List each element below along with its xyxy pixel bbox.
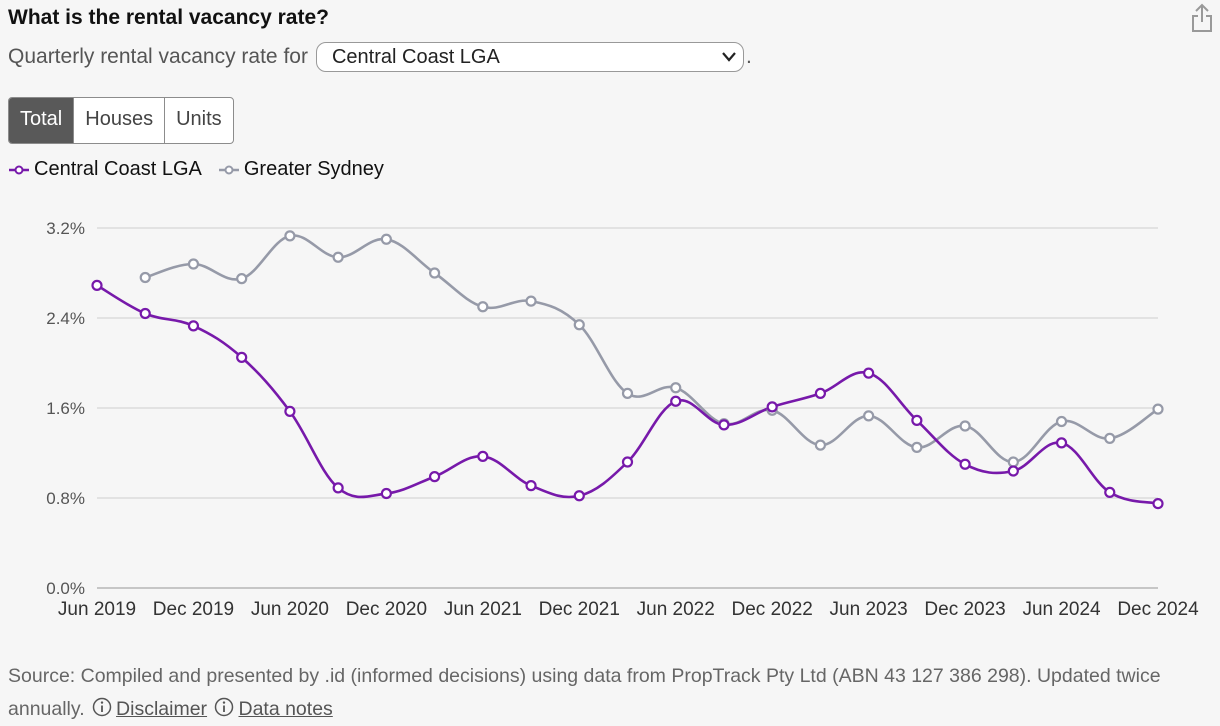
data-point-central-coast-lga[interactable] (959, 458, 971, 470)
share-icon[interactable] (1188, 2, 1216, 34)
data-point-central-coast-lga[interactable] (670, 395, 682, 407)
legend-marker-central-coast (9, 165, 29, 174)
data-point-greater-sydney[interactable] (525, 295, 537, 307)
data-point-greater-sydney[interactable] (814, 439, 827, 451)
source-text: Source: Compiled and presented by .id (i… (8, 665, 1161, 720)
legend-marker-greater-sydney (218, 165, 239, 174)
x-tick-label: Dec 2020 (346, 599, 427, 620)
x-tick-label: Dec 2024 (1117, 599, 1199, 620)
info-icon (92, 697, 112, 717)
data-point-greater-sydney[interactable] (1007, 456, 1019, 468)
series-line-greater-sydney (144, 234, 1159, 464)
data-point-greater-sydney[interactable] (911, 441, 923, 453)
data-point-central-coast-lga[interactable] (380, 487, 392, 500)
dwelling-type-toggle: Total Houses Units (8, 97, 234, 144)
data-point-central-coast-lga[interactable] (428, 471, 441, 483)
data-point-central-coast-lga[interactable] (332, 482, 344, 494)
data-point-greater-sydney[interactable] (959, 420, 971, 432)
x-tick-label: Dec 2023 (924, 599, 1005, 620)
data-point-central-coast-lga[interactable] (911, 414, 923, 426)
page-title: What is the rental vacancy rate? (8, 6, 329, 29)
data-point-greater-sydney[interactable] (236, 273, 248, 285)
data-point-central-coast-lga[interactable] (139, 307, 151, 320)
data-point-greater-sydney[interactable] (1104, 432, 1116, 444)
data-point-greater-sydney[interactable] (573, 319, 585, 331)
x-tick-label: Jun 2024 (1022, 599, 1101, 620)
x-tick-label: Jun 2023 (830, 599, 908, 620)
data-point-greater-sydney[interactable] (621, 387, 634, 399)
data-point-greater-sydney[interactable] (332, 251, 344, 263)
data-point-central-coast-lga[interactable] (1007, 465, 1019, 477)
data-point-greater-sydney[interactable] (1055, 415, 1068, 428)
y-tick-label: 1.6% (46, 399, 85, 418)
data-point-greater-sydney[interactable] (1152, 403, 1164, 415)
data-point-greater-sydney[interactable] (863, 410, 875, 422)
x-tick-label: Jun 2022 (637, 599, 715, 620)
data-point-central-coast-lga[interactable] (525, 480, 537, 492)
y-tick-label: 3.2% (46, 219, 85, 238)
data-point-central-coast-lga[interactable] (1104, 486, 1116, 498)
y-tick-label: 0.0% (46, 579, 85, 598)
toggle-houses[interactable]: Houses (73, 98, 164, 143)
data-point-greater-sydney[interactable] (284, 230, 296, 242)
data-point-central-coast-lga[interactable] (91, 279, 103, 291)
toggle-units[interactable]: Units (164, 98, 233, 143)
data-point-central-coast-lga[interactable] (621, 456, 634, 468)
series-line-central-coast-lga (96, 284, 1159, 505)
area-select-value: Central Coast LGA (331, 46, 500, 68)
legend-item-greater-sydney[interactable]: Greater Sydney (218, 158, 384, 181)
x-tick-label: Dec 2019 (153, 599, 234, 620)
toggle-total[interactable]: Total (9, 98, 74, 143)
info-icon (215, 697, 234, 717)
data-point-central-coast-lga[interactable] (187, 320, 200, 332)
data-point-central-coast-lga[interactable] (718, 419, 730, 431)
data-point-central-coast-lga[interactable] (573, 490, 585, 502)
x-tick-label: Jun 2021 (444, 599, 522, 620)
chart-legend: Central Coast LGA Greater Sydney (8, 158, 400, 181)
y-tick-label: 2.4% (46, 309, 85, 328)
subtitle-prefix: Quarterly rental vacancy rate for (8, 45, 308, 68)
data-point-greater-sydney[interactable] (380, 233, 392, 245)
data-point-central-coast-lga[interactable] (863, 367, 875, 379)
data-point-greater-sydney[interactable] (139, 271, 151, 284)
y-tick-label: 0.8% (46, 489, 85, 508)
disclaimer-link[interactable]: Disclaimer (116, 698, 208, 720)
chart-subtitle: Quarterly rental vacancy rate for Centra… (8, 42, 752, 72)
area-select[interactable]: Central Coast LGA (315, 42, 744, 72)
data-notes-link[interactable]: Data notes (238, 698, 333, 720)
data-point-greater-sydney[interactable] (187, 258, 200, 270)
legend-label-greater-sydney: Greater Sydney (243, 158, 384, 180)
data-point-central-coast-lga[interactable] (1055, 437, 1068, 449)
x-tick-label: Dec 2022 (732, 599, 813, 620)
chevron-down-icon (722, 52, 736, 62)
legend-item-central-coast[interactable]: Central Coast LGA (8, 158, 202, 181)
data-point-central-coast-lga[interactable] (766, 401, 778, 413)
vacancy-rate-chart: 3.2% 2.4% 1.6% 0.8% 0.0% Jun 2019 Dec 2019 Jun… (46, 219, 1199, 620)
x-tick-label: Jun 2019 (58, 599, 136, 620)
source-note: Source: Compiled and presented by .id (i… (8, 660, 1213, 726)
data-point-central-coast-lga[interactable] (1152, 498, 1164, 510)
data-point-central-coast-lga[interactable] (477, 450, 489, 462)
data-point-greater-sydney[interactable] (477, 301, 489, 313)
subtitle-suffix: . (745, 45, 752, 68)
data-point-greater-sydney[interactable] (670, 382, 682, 394)
x-tick-label: Jun 2020 (251, 599, 329, 620)
data-point-central-coast-lga[interactable] (284, 405, 296, 417)
data-point-central-coast-lga[interactable] (814, 387, 827, 399)
data-point-central-coast-lga[interactable] (236, 351, 248, 363)
x-tick-label: Dec 2021 (539, 599, 620, 620)
legend-label-central-coast: Central Coast LGA (34, 158, 202, 180)
data-point-greater-sydney[interactable] (428, 267, 441, 279)
